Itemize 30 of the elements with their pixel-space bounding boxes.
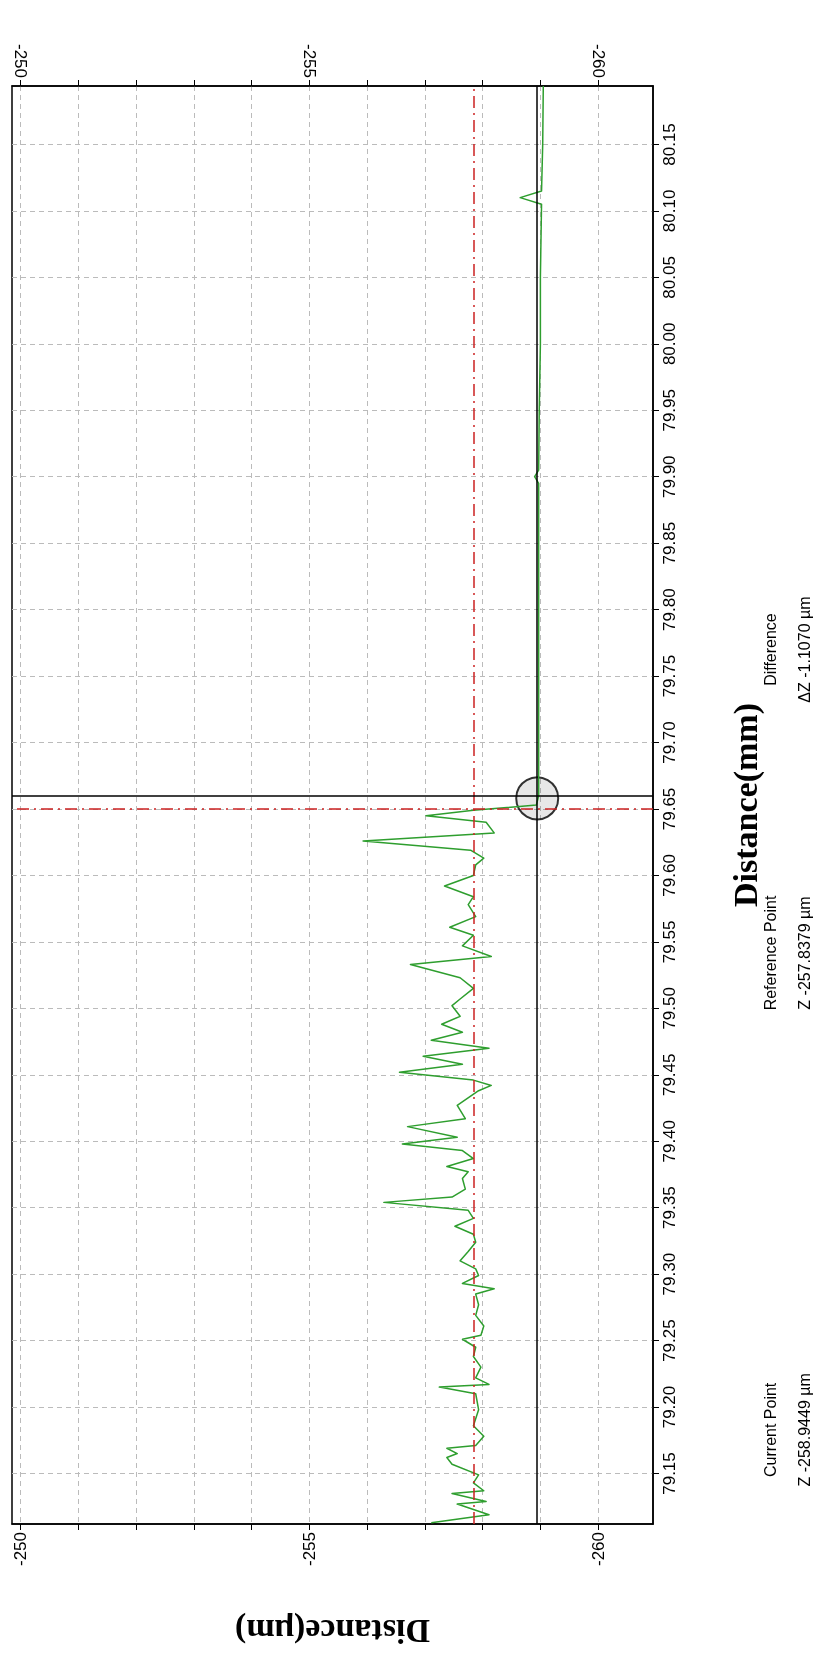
y-tick-label: 79.95: [660, 389, 679, 432]
y-tick-label: 80.05: [660, 256, 679, 299]
x-axis-title: Distance(μm): [235, 1611, 430, 1650]
x2-tick-label: -255: [299, 43, 319, 78]
text: Current Point Z -258.9449 µm: [761, 1373, 813, 1487]
y-tick-label: 79.45: [660, 1053, 679, 1097]
x-tick-label: -250: [11, 1532, 31, 1567]
y-tick-label: 79.35: [660, 1186, 679, 1229]
y-tick-label: 80.15: [660, 123, 679, 166]
y-tick-label: 80.00: [660, 322, 679, 366]
x2-tick-label: -260: [588, 43, 608, 78]
y-tick-label: 79.20: [660, 1385, 679, 1429]
y-tick-label: 79.90: [660, 455, 679, 499]
x-tick-label: -260: [588, 1532, 608, 1567]
y-tick-label: 79.85: [660, 521, 679, 565]
y-tick-label: 79.40: [660, 1119, 679, 1163]
x-tick-label: -255: [299, 1532, 319, 1567]
y-tick-label: 79.25: [660, 1319, 679, 1362]
y-tick-label: 79.70: [660, 721, 679, 764]
x2-tick-label: -250: [11, 43, 31, 78]
y-tick-label: 79.50: [660, 987, 679, 1030]
y-tick-label: 80.10: [660, 189, 679, 233]
y-tick-label: 79.65: [660, 787, 679, 831]
y-tick-label: 79.75: [660, 654, 679, 698]
y-tick-label: 79.15: [660, 1452, 679, 1495]
text: Difference ΔZ -1.1070 µm: [761, 596, 813, 703]
y-tick-label: 79.55: [660, 920, 679, 964]
y-tick-label: 79.60: [660, 854, 679, 897]
y-tick-label: 79.80: [660, 588, 679, 631]
y-tick-label: 79.30: [660, 1252, 679, 1296]
